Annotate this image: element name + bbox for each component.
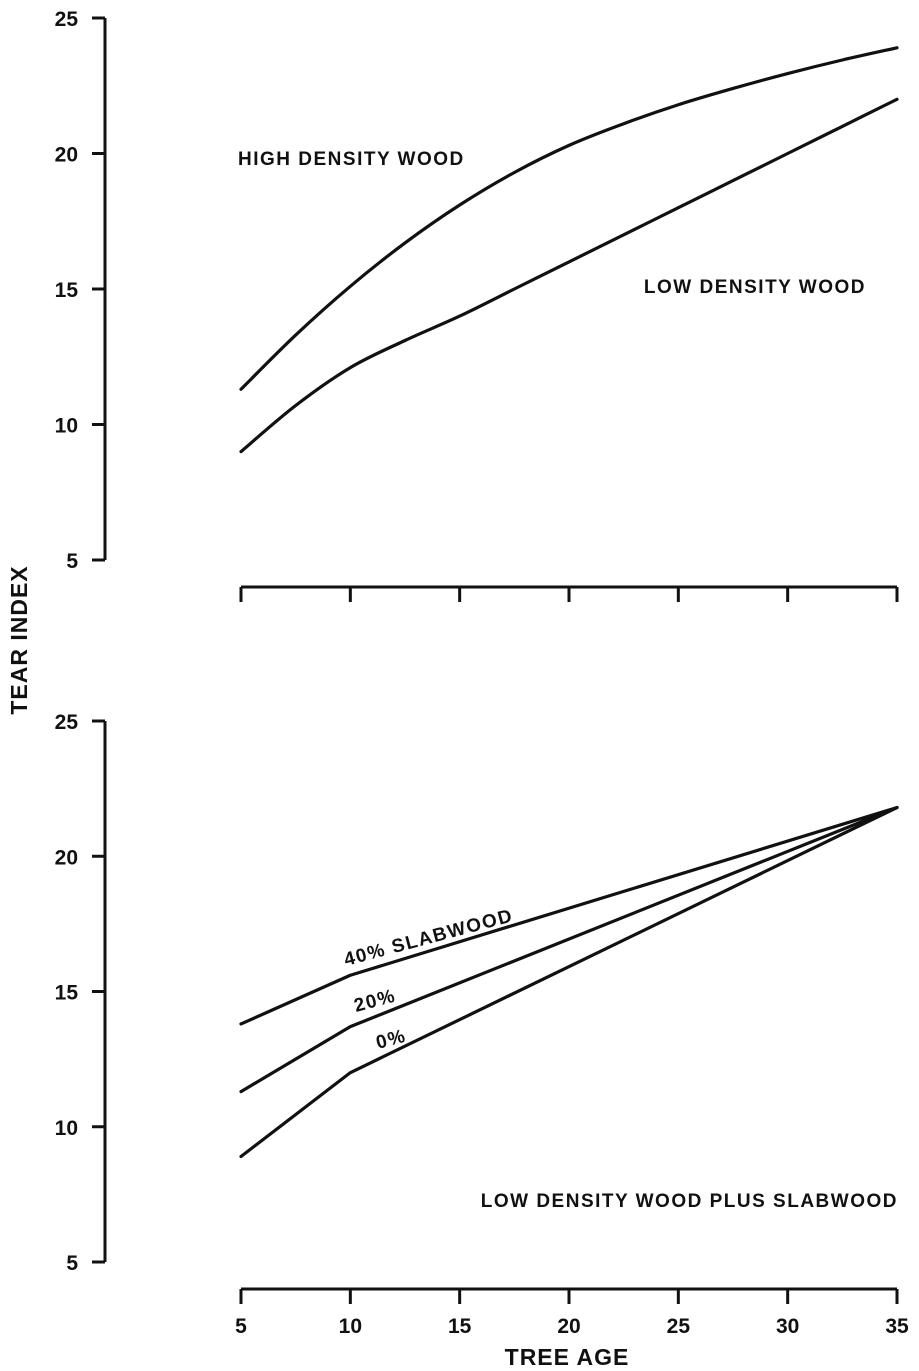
x-tick-label: 35 xyxy=(885,1315,909,1338)
x-axis-title: TREE AGE xyxy=(505,1344,630,1370)
x-tick-label: 5 xyxy=(235,1315,247,1338)
series-line xyxy=(239,46,899,391)
series-label: 20% xyxy=(352,986,399,1017)
series-label: LOW DENSITY WOOD xyxy=(644,277,866,298)
x-tick-label: 15 xyxy=(448,1315,472,1338)
series-line xyxy=(239,805,899,1094)
y-tick-label: 20 xyxy=(55,144,78,167)
series-label: 40% SLABWOOD xyxy=(342,905,516,970)
x-tick-label: 10 xyxy=(339,1315,362,1338)
y-tick-label: 15 xyxy=(55,279,79,302)
x-tick-label: 20 xyxy=(557,1315,580,1338)
series-line xyxy=(239,97,899,454)
y-tick-label: 25 xyxy=(55,711,79,734)
y-tick-label: 5 xyxy=(66,550,78,573)
y-tick-label: 10 xyxy=(55,415,78,438)
y-tick-label: 5 xyxy=(66,1252,78,1275)
y-tick-label: 10 xyxy=(55,1117,78,1140)
panel-title-bottom: LOW DENSITY WOOD PLUS SLABWOOD xyxy=(481,1191,898,1212)
top-panel: 5 10 15 20 25 HIGH DENSITY WOOD LOW DENSITY WO… xyxy=(55,8,899,602)
y-axis-title: TEAR INDEX xyxy=(6,565,32,714)
bottom-panel: 5 10 15 20 25 5 10 15 20 25 30 35 40% SLABWOOD 20% 0% xyxy=(55,711,909,1338)
y-tick-label: 25 xyxy=(55,8,79,31)
x-tick-label: 30 xyxy=(776,1315,799,1338)
y-tick-label: 15 xyxy=(55,982,79,1005)
y-tick-label: 20 xyxy=(55,846,78,869)
series-line xyxy=(239,805,899,1159)
x-tick-label: 25 xyxy=(667,1315,691,1338)
series-label: HIGH DENSITY WOOD xyxy=(238,149,465,170)
series-label: 0% xyxy=(374,1026,409,1054)
series-line xyxy=(239,805,899,1026)
